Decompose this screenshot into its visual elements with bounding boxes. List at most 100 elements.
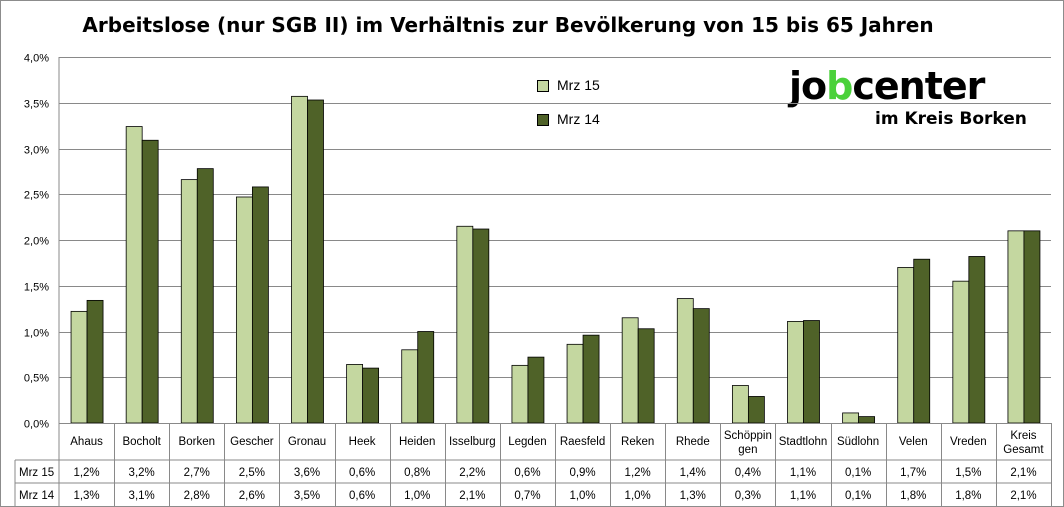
data-label-mrz14: 1,3% [73, 490, 99, 502]
logo-text-accent: b [826, 64, 853, 108]
bar-mrz15 [566, 343, 584, 424]
x-tick-label: Schöppin [724, 430, 772, 442]
y-tick-label: 4,0% [24, 53, 49, 65]
x-tick-label: Heiden [399, 436, 435, 448]
y-tick-label: 2,5% [24, 190, 49, 202]
data-label-mrz14: 1,0% [404, 490, 430, 502]
x-tick-label: Velen [899, 436, 928, 448]
x-tick-label: Borken [179, 436, 215, 448]
table-series-label-mrz14: Mrz 14 [19, 490, 55, 502]
x-tick-label: Ahaus [70, 436, 103, 448]
bar-mrz14 [968, 256, 986, 424]
bar-mrz15 [235, 196, 253, 424]
bar-mrz15 [1007, 230, 1025, 424]
bar-mrz15 [291, 95, 308, 424]
bar-mrz14 [913, 258, 931, 424]
data-label-mrz14: 1,8% [955, 490, 981, 502]
bar-mrz14 [858, 416, 876, 424]
x-tick-label: Gesamt [1003, 444, 1044, 456]
bar-mrz15 [401, 349, 419, 424]
bar-mrz15 [952, 280, 970, 424]
data-label-mrz15: 1,2% [625, 467, 651, 479]
data-label-mrz14: 3,1% [129, 490, 155, 502]
bar-mrz14 [803, 320, 820, 424]
data-label-mrz15: 2,1% [1010, 467, 1036, 479]
bar-mrz14 [637, 328, 655, 424]
data-label-mrz15: 0,6% [349, 467, 375, 479]
bar-mrz15 [456, 225, 474, 424]
y-tick-label: 3,0% [24, 145, 49, 157]
data-label-mrz15: 1,7% [900, 467, 926, 479]
y-tick-label: 0,0% [24, 419, 49, 431]
data-label-mrz15: 0,1% [845, 467, 871, 479]
logo-wordmark: jobcenter [789, 63, 985, 109]
data-label-mrz15: 3,2% [129, 467, 155, 479]
logo-text-end: center [852, 64, 985, 108]
bar-mrz14 [417, 331, 435, 424]
bar-mrz15 [676, 298, 694, 424]
legend-label-mrz14: Mrz 14 [557, 111, 600, 127]
bar-mrz15 [897, 267, 915, 424]
bar-mrz15 [346, 364, 364, 424]
bar-mrz14 [307, 99, 324, 424]
bar-mrz15 [125, 126, 143, 424]
bar-mrz15 [731, 385, 749, 424]
x-tick-label: Kreis [1010, 430, 1036, 442]
data-label-mrz15: 1,2% [73, 467, 99, 479]
x-tick-label: Reken [621, 436, 654, 448]
bar-mrz14 [692, 308, 710, 424]
bar-mrz14 [747, 396, 765, 424]
x-tick-label: Vreden [950, 436, 987, 448]
data-label-mrz15: 3,6% [294, 467, 320, 479]
jobcenter-logo: jobcenter im Kreis Borken [789, 63, 1034, 135]
data-label-mrz14: 2,8% [184, 490, 210, 502]
data-label-mrz15: 2,5% [239, 467, 265, 479]
data-label-mrz14: 2,6% [239, 490, 265, 502]
y-tick-label: 3,5% [24, 99, 49, 111]
data-label-mrz15: 1,4% [680, 467, 706, 479]
data-label-mrz14: 1,0% [569, 490, 595, 502]
bar-mrz14 [472, 228, 490, 424]
x-tick-label: Rhede [676, 436, 710, 448]
y-tick-label: 1,0% [24, 328, 49, 340]
legend-swatch-mrz14 [537, 114, 549, 126]
data-label-mrz14: 1,1% [790, 490, 816, 502]
data-label-mrz14: 1,3% [680, 490, 706, 502]
x-tick-label: gen [738, 444, 757, 456]
data-label-mrz14: 0,6% [349, 490, 375, 502]
data-label-mrz14: 0,1% [845, 490, 871, 502]
y-tick-label: 1,5% [24, 282, 49, 294]
y-tick-label: 0,5% [24, 373, 49, 385]
x-tick-label: Raesfeld [560, 436, 605, 448]
bar-mrz15 [842, 412, 860, 424]
bar-mrz14 [141, 139, 159, 424]
x-tick-label: Gescher [230, 436, 274, 448]
bar-mrz15 [70, 310, 88, 424]
data-label-mrz14: 3,5% [294, 490, 320, 502]
x-tick-label: Bocholt [122, 436, 161, 448]
x-tick-label: Stadtlohn [779, 436, 828, 448]
legend-swatch-mrz15 [537, 80, 549, 92]
x-tick-label: Heek [349, 436, 376, 448]
table-series-label-mrz15: Mrz 15 [19, 467, 54, 479]
chart-title: Arbeitslose (nur SGB II) im Verhältnis z… [82, 13, 934, 37]
data-label-mrz15: 1,1% [790, 467, 816, 479]
logo-subtitle: im Kreis Borken [875, 109, 1027, 129]
x-tick-label: Isselburg [449, 436, 496, 448]
data-label-mrz15: 0,6% [514, 467, 540, 479]
bar-mrz15 [787, 321, 804, 424]
bar-mrz15 [180, 179, 198, 424]
bar-mrz14 [86, 299, 104, 424]
data-label-mrz14: 0,3% [735, 490, 761, 502]
data-label-mrz14: 2,1% [1010, 490, 1036, 502]
data-label-mrz14: 1,8% [900, 490, 926, 502]
data-label-mrz14: 0,7% [514, 490, 540, 502]
x-tick-label: Südlohn [837, 436, 879, 448]
bar-mrz14 [527, 356, 545, 424]
bar-mrz14 [362, 367, 380, 424]
data-label-mrz15: 0,9% [569, 467, 595, 479]
data-label-mrz15: 2,7% [184, 467, 210, 479]
data-label-mrz15: 0,8% [404, 467, 430, 479]
bar-mrz14 [582, 334, 600, 424]
